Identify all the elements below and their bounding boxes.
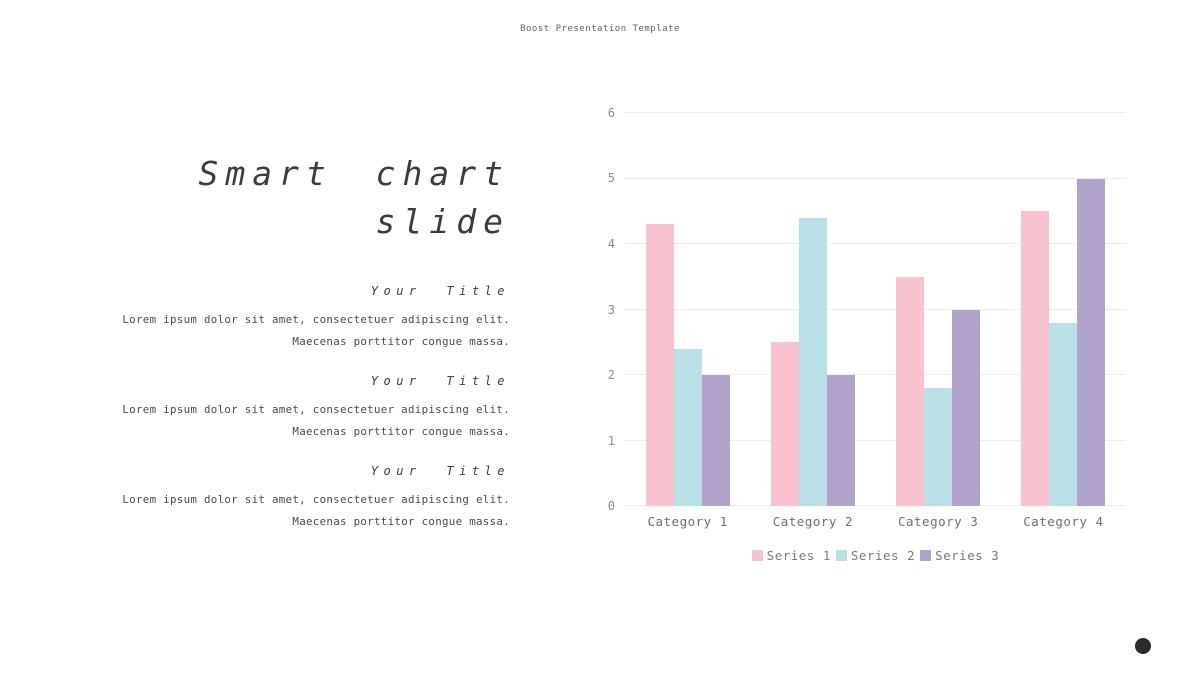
legend-item-series-2: Series 2: [835, 548, 916, 563]
legend-swatch-icon: [751, 550, 763, 561]
section-heading: Your Title: [370, 374, 510, 388]
y-axis-tick-label: 5: [607, 171, 615, 186]
section-heading: Your Title: [370, 464, 510, 478]
section-body-line: Lorem ipsum dolor sit amet, consectetuer…: [122, 313, 510, 326]
chart-x-axis-labels: Category 1 Category 2 Category 3 Category 4: [625, 514, 1126, 529]
text-section-3: Your Title Lorem ipsum dolor sit amet, c…: [30, 464, 510, 533]
bar-series-1-category-1: [645, 224, 674, 506]
chart-legend: Series 1 Series 2 Series 3: [625, 548, 1126, 563]
legend-swatch-icon: [920, 550, 932, 561]
y-axis-tick-label: 6: [607, 106, 615, 120]
section-body-line: Lorem ipsum dolor sit amet, consectetuer…: [122, 493, 510, 506]
bar-series-1-category-3: [896, 276, 925, 506]
legend-item-series-3: Series 3: [920, 548, 999, 563]
x-axis-label-category-2: Category 2: [772, 514, 853, 529]
bar-series-1-category-4: [1021, 211, 1050, 506]
gridline: [625, 505, 1126, 506]
legend-label: Series 2: [850, 548, 916, 563]
y-axis-tick-label: 3: [607, 302, 615, 317]
section-body-line: Maecenas porttitor congue massa.: [292, 425, 510, 438]
bar-series-2-category-1: [673, 348, 702, 506]
bar-series-3-category-4: [1077, 178, 1106, 506]
gridline: [625, 177, 1126, 179]
chart-plot-area: 0 1 2 3 4 5 6: [608, 106, 1126, 513]
bar-group-category-1: [645, 113, 730, 506]
gridline: [625, 243, 1126, 245]
text-section-1: Your Title Lorem ipsum dolor sit amet, c…: [30, 284, 510, 353]
bar-series-3-category-1: [701, 375, 730, 506]
x-axis-label-category-3: Category 3: [897, 514, 979, 529]
gridline: [625, 308, 1126, 310]
legend-label: Series 3: [935, 548, 1000, 563]
legend-label: Series 1: [766, 548, 831, 563]
slide-title: Smart chart slide: [30, 150, 510, 246]
bar-group-category-4: [1021, 113, 1106, 506]
presentation-header-title: Boost Presentation Template: [520, 24, 680, 34]
bar-group-category-2: [770, 113, 855, 506]
section-body: Lorem ipsum dolor sit amet, consectetuer…: [30, 399, 510, 443]
bar-group-category-3: [896, 113, 981, 506]
gridline: [625, 374, 1126, 376]
section-body-line: Maecenas porttitor congue massa.: [292, 335, 510, 348]
y-axis-tick-label: 4: [607, 236, 615, 251]
bar-series-2-category-4: [1049, 322, 1078, 506]
legend-item-series-1: Series 1: [751, 548, 831, 563]
y-axis-tick-label: 0: [607, 499, 615, 513]
corner-dot-decoration: [1135, 638, 1151, 654]
section-body: Lorem ipsum dolor sit amet, consectetuer…: [30, 309, 510, 353]
left-panel: Smart chart slide Your Title Lorem ipsum …: [30, 150, 510, 554]
bar-series-3-category-2: [826, 375, 855, 506]
x-axis-label-category-4: Category 4: [1023, 514, 1104, 529]
gridline: [625, 112, 1126, 113]
section-heading: Your Title: [370, 284, 510, 298]
bar-series-3-category-3: [952, 309, 981, 506]
text-section-2: Your Title Lorem ipsum dolor sit amet, c…: [30, 374, 510, 443]
legend-swatch-icon: [835, 550, 847, 561]
bar-series-1-category-2: [770, 342, 799, 506]
y-axis-tick-label: 2: [607, 367, 615, 382]
section-body-line: Lorem ipsum dolor sit amet, consectetuer…: [122, 403, 510, 416]
bar-series-2-category-2: [798, 217, 827, 506]
slide-title-line-2: slide: [375, 202, 510, 241]
slide-title-line-1: Smart chart: [198, 154, 510, 193]
gridline: [625, 439, 1126, 441]
bar-groups: [625, 113, 1126, 506]
x-axis-label-category-1: Category 1: [647, 514, 728, 529]
section-body: Lorem ipsum dolor sit amet, consectetuer…: [30, 489, 510, 533]
bar-chart: 0 1 2 3 4 5 6: [608, 106, 1126, 513]
y-axis-tick-label: 1: [607, 433, 615, 448]
bar-series-2-category-3: [924, 388, 953, 506]
section-body-line: Maecenas porttitor congue massa.: [292, 515, 510, 528]
